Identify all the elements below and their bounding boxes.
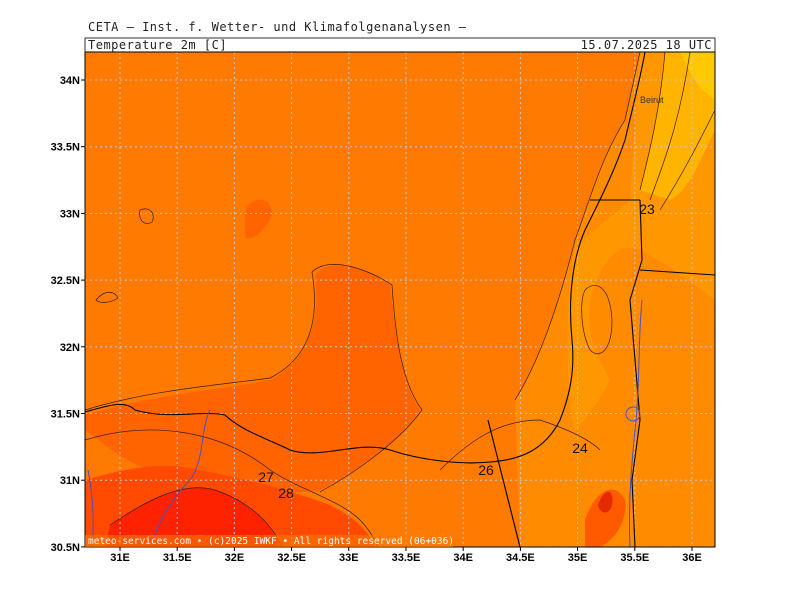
field-hottest <box>105 487 280 547</box>
coastline <box>85 52 646 464</box>
place-label: Beirut <box>640 95 664 105</box>
field-cool <box>640 52 715 200</box>
footer-bg <box>85 535 453 547</box>
contour <box>85 429 379 547</box>
variable-label: Temperature_2m_[C] <box>88 38 227 52</box>
lon-tick-label: 34E <box>453 552 473 564</box>
contour-label: 28 <box>278 485 294 501</box>
lat-tick-label: 34N <box>60 75 80 87</box>
lat-tick-label: 33N <box>60 208 80 220</box>
field-coolest <box>680 52 715 100</box>
lon-tick-label: 31E <box>110 552 130 564</box>
lat-tick-label: 31N <box>60 475 80 487</box>
lon-tick-label: 33E <box>339 552 359 564</box>
field-hot-island <box>244 199 272 239</box>
contour <box>95 208 154 303</box>
map-area <box>85 52 715 547</box>
contour <box>109 487 283 547</box>
lat-tick-label: 31.5N <box>51 409 80 421</box>
contour-label: 26 <box>478 462 494 478</box>
contour-label: 27 <box>258 469 274 485</box>
field-hot <box>85 265 420 493</box>
contour <box>581 285 613 355</box>
contour <box>514 52 641 401</box>
lat-tick-label: 32.5N <box>51 275 80 287</box>
lon-tick-label: 32E <box>225 552 245 564</box>
lon-tick-label: 31.5E <box>163 552 192 564</box>
contour <box>439 419 601 471</box>
contour-label: 23 <box>639 201 655 217</box>
field-valley-hot <box>585 489 626 547</box>
lon-tick-label: 36E <box>682 552 702 564</box>
contour <box>639 52 715 211</box>
lat-tick-label: 33.5N <box>51 142 80 154</box>
lat-tick-label: 32N <box>60 342 80 354</box>
lon-tick-label: 35.5E <box>620 552 649 564</box>
lon-tick-label: 33.5E <box>392 552 421 564</box>
header-title: CETA — Inst. f. Wetter- und Klimafolgena… <box>88 20 467 34</box>
lake <box>625 406 641 422</box>
field-valley-hottest <box>598 491 613 513</box>
valid-time: 15.07.2025 18 UTC <box>581 38 712 52</box>
lat-tick-label: 30.5N <box>51 542 80 554</box>
boundary <box>487 199 715 547</box>
lon-tick-label: 34.5E <box>506 552 535 564</box>
lon-tick-label: 32.5E <box>277 552 306 564</box>
contour <box>85 264 423 493</box>
footer-copyright: meteo-services.com • (c)2025 IWKF • All … <box>88 536 454 547</box>
lon-tick-label: 35E <box>568 552 588 564</box>
contour-label: 24 <box>572 440 588 456</box>
